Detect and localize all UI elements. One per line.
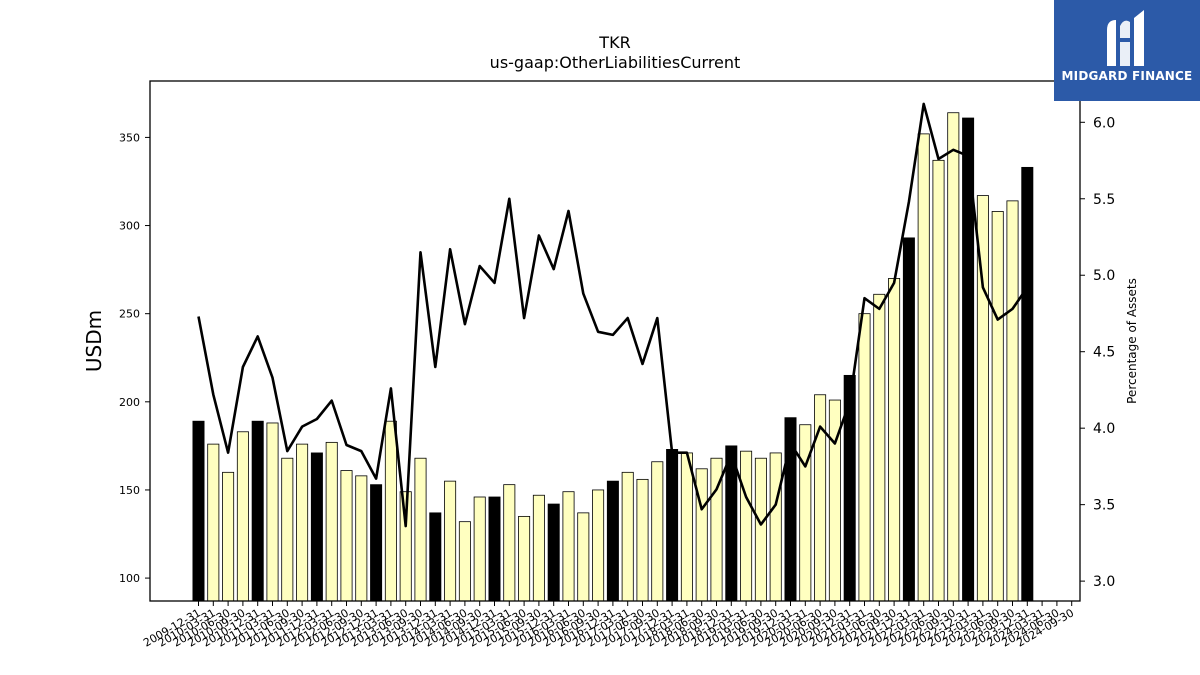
bar-2017-06-30: [636, 478, 649, 602]
brand-name: MIDGARD FINANCE: [1061, 69, 1193, 83]
bar-2014-09-30: [473, 496, 486, 602]
x-axis: 2009-12-312010-03-312010-06-302010-09-30…: [141, 601, 1076, 650]
bar-2021-12-31: [902, 237, 915, 602]
y-axis-left: 100 150 200 250 300 350: [119, 131, 150, 585]
bar-2022-09-30: [947, 112, 960, 602]
y2-axis-label: Percentage of Assets: [1125, 278, 1139, 404]
y-axis-right: 3.0 3.5 4.0 4.5 5.0 5.5 6.0: [1080, 115, 1115, 590]
bar-2023-12-31: [1021, 166, 1034, 602]
logo-mark-icon: [1107, 10, 1144, 67]
bar-2012-09-30: [355, 475, 368, 602]
bar-2019-09-30: [769, 452, 782, 602]
bar-2021-03-31: [858, 313, 871, 602]
bar-2012-12-31: [370, 484, 383, 602]
y2-tick-label: 6.0: [1093, 115, 1115, 131]
bar-2015-12-31: [547, 503, 560, 602]
bar-2021-09-30: [888, 278, 901, 602]
y2-tick-label: 3.5: [1093, 498, 1115, 514]
series-line: [197, 102, 1029, 528]
y2-tick-label: 5.0: [1093, 268, 1115, 284]
bar-2013-12-31: [429, 512, 442, 602]
bar-2015-09-30: [532, 494, 545, 602]
bar-2016-09-30: [592, 489, 605, 602]
bar-2009-12-31: [192, 420, 205, 602]
bar-2013-03-31: [384, 420, 397, 602]
bar-2016-03-31: [562, 491, 575, 602]
y-tick-label: 300: [119, 220, 140, 233]
y2-tick-label: 4.5: [1093, 345, 1115, 361]
chart-subtitle: us-gaap:OtherLiabilitiesCurrent: [490, 53, 741, 72]
bar-2019-03-31: [740, 450, 753, 602]
y-tick-label: 150: [119, 484, 140, 497]
bar-2023-06-30: [991, 211, 1004, 602]
bar-2016-12-31: [606, 480, 619, 602]
bar-2022-06-30: [932, 159, 945, 602]
bar-2021-06-30: [873, 293, 886, 602]
bar-2018-06-30: [695, 468, 708, 602]
plot-frame: [149, 80, 1081, 602]
bar-2018-03-31: [680, 452, 693, 602]
brand-logo: MIDGARD FINANCE: [1054, 0, 1200, 101]
bar-2011-03-31: [266, 422, 279, 602]
bar-2014-06-30: [458, 521, 471, 602]
y2-tick-label: 3.0: [1093, 574, 1115, 590]
bars: [192, 112, 1034, 602]
bar-2022-03-31: [917, 133, 930, 602]
bar-2011-06-30: [281, 457, 294, 602]
bar-2017-12-31: [666, 449, 679, 602]
bar-2011-12-31: [310, 452, 323, 602]
bar-2014-12-31: [488, 496, 501, 602]
y2-tick-label: 5.5: [1093, 192, 1115, 208]
bar-2010-12-31: [251, 420, 264, 602]
bar-2015-06-30: [518, 515, 531, 602]
bar-2014-03-31: [444, 480, 457, 602]
bar-2019-06-30: [754, 457, 767, 602]
bar-2020-03-31: [799, 424, 812, 602]
bar-2020-12-31: [843, 374, 856, 602]
y-axis-label: USDm: [82, 310, 106, 372]
bar-2010-06-30: [222, 471, 235, 602]
bar-2012-06-30: [340, 470, 353, 602]
bar-2011-09-30: [296, 443, 309, 602]
bar-2016-06-30: [577, 512, 590, 602]
bar-2023-09-30: [1006, 200, 1019, 602]
y-tick-label: 350: [119, 131, 140, 144]
chart-title: TKR: [598, 33, 630, 52]
y-tick-label: 250: [119, 308, 140, 321]
line-layer: [197, 102, 1029, 528]
bar-2017-03-31: [621, 471, 634, 602]
bar-2017-09-30: [651, 461, 664, 602]
y-tick-label: 100: [119, 572, 140, 585]
bar-2010-03-31: [207, 443, 220, 602]
bar-2013-09-30: [414, 457, 427, 602]
y2-tick-label: 4.0: [1093, 421, 1115, 437]
bar-2015-03-31: [503, 484, 516, 602]
bar-2012-03-31: [325, 441, 338, 602]
y-tick-label: 200: [119, 396, 140, 409]
bar-2010-09-30: [236, 431, 249, 602]
